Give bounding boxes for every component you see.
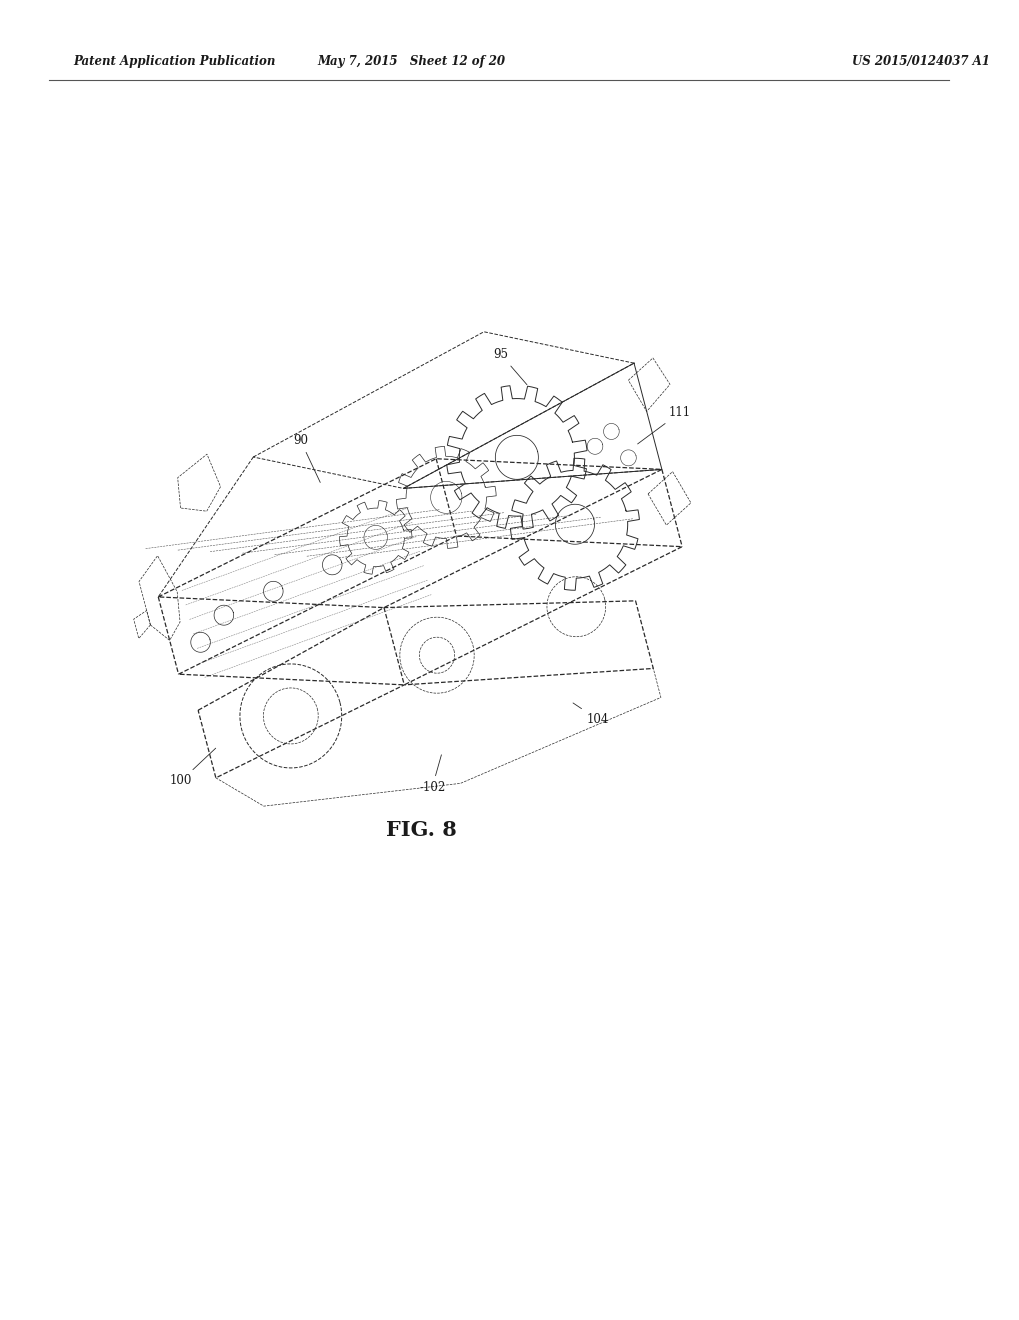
Text: 111: 111 xyxy=(637,407,690,444)
Text: -102: -102 xyxy=(419,755,445,795)
Polygon shape xyxy=(403,363,661,488)
Text: Patent Application Publication: Patent Application Publication xyxy=(73,55,275,69)
Text: 95: 95 xyxy=(493,348,527,384)
Text: 90: 90 xyxy=(292,434,320,482)
Text: 100: 100 xyxy=(170,748,215,787)
Text: FIG. 8: FIG. 8 xyxy=(385,820,455,840)
Text: 104: 104 xyxy=(573,704,608,726)
Text: US 2015/0124037 A1: US 2015/0124037 A1 xyxy=(851,55,988,69)
Text: May 7, 2015   Sheet 12 of 20: May 7, 2015 Sheet 12 of 20 xyxy=(317,55,504,69)
